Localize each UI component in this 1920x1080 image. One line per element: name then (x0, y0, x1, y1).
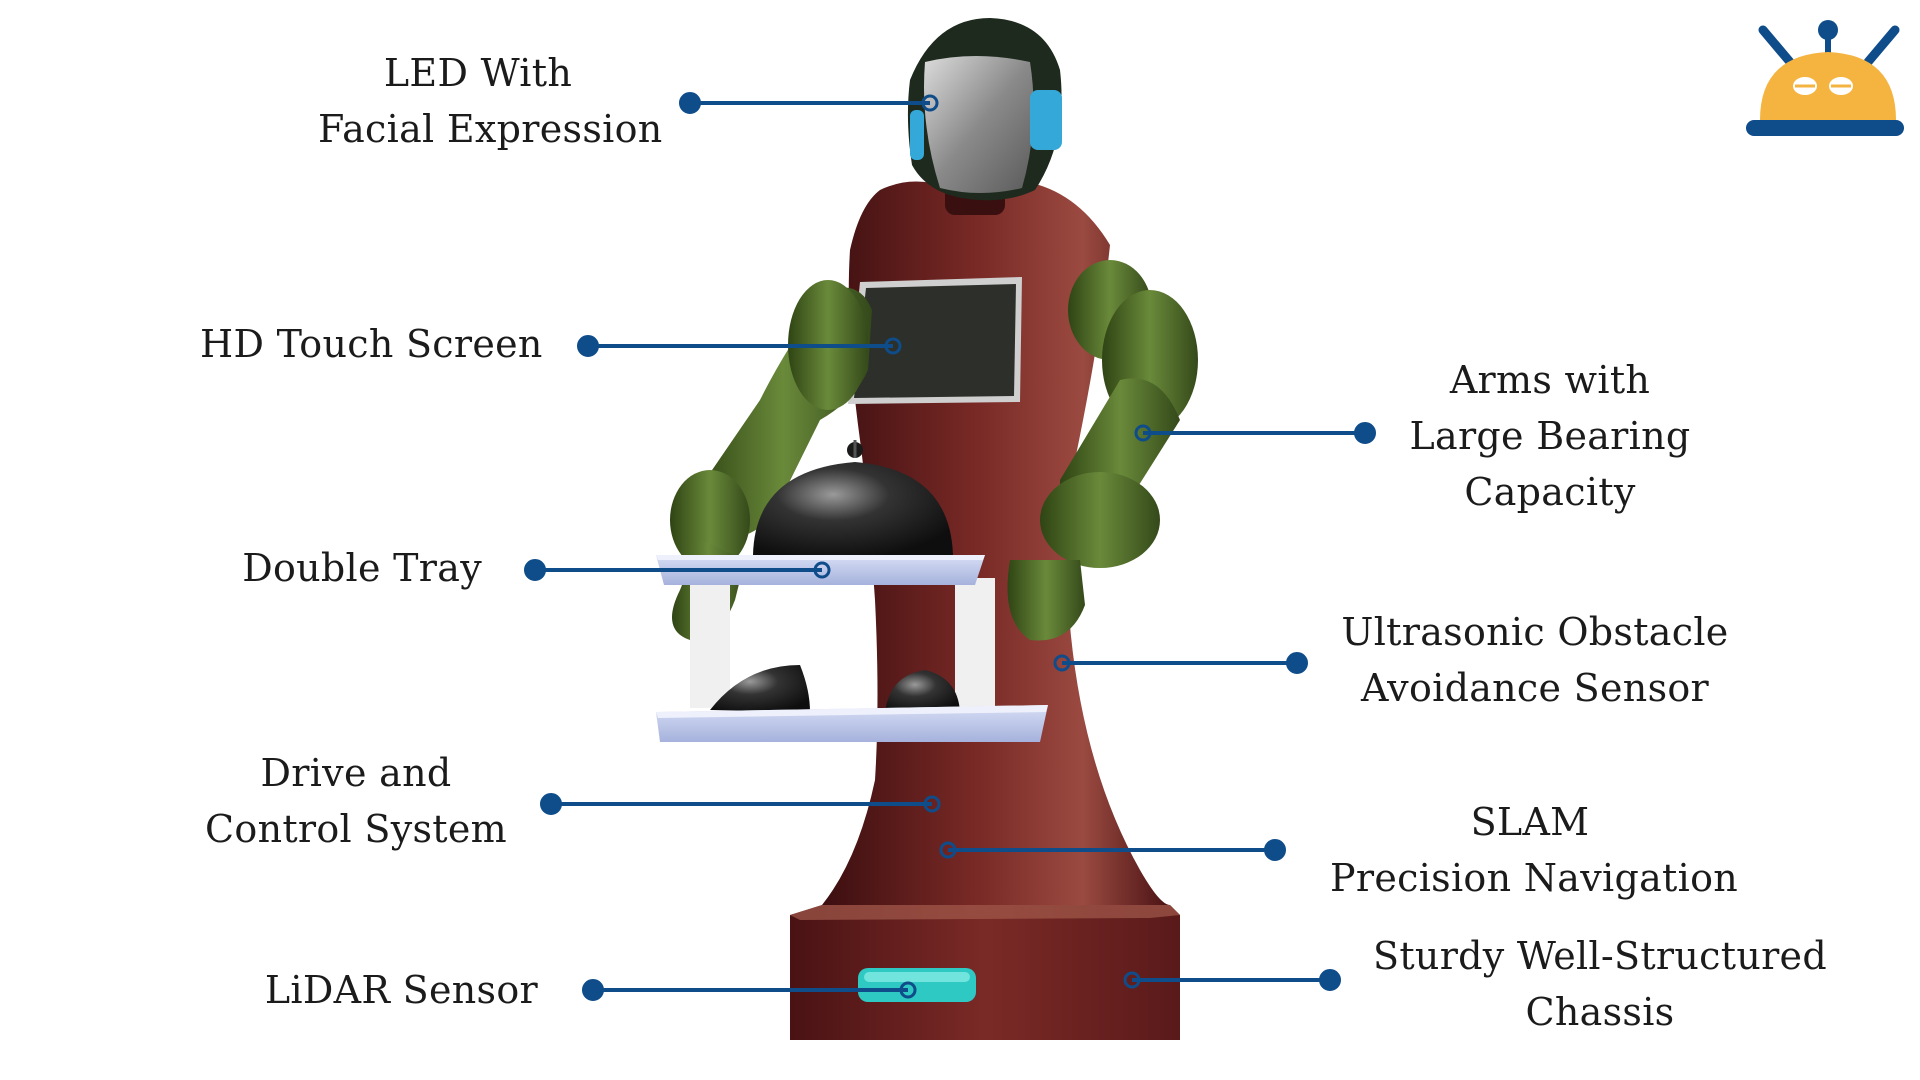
label-line: Facial Expression (318, 107, 663, 151)
label-drive: Drive and Control System (200, 745, 512, 857)
leader-drive (540, 793, 941, 815)
leader-chassis (1123, 969, 1341, 991)
leader-touch (577, 335, 902, 357)
label-line: HD Touch Screen (200, 322, 543, 366)
leader-lines (524, 92, 1376, 1001)
label-line: Double Tray (242, 546, 482, 590)
label-ultra: Ultrasonic Obstacle Avoidance Sensor (1340, 604, 1730, 716)
label-line: Control System (205, 807, 507, 851)
leader-led (679, 92, 939, 114)
label-chassis: Sturdy Well-Structured Chassis (1370, 928, 1830, 1040)
label-line: LED With (383, 51, 573, 95)
right-arm (1007, 260, 1198, 641)
label-line: Chassis (1525, 990, 1675, 1034)
label-line: Ultrasonic Obstacle (1341, 610, 1729, 654)
serving-dome (753, 440, 953, 555)
label-line: LiDAR Sensor (264, 968, 538, 1012)
double-tray (656, 555, 1048, 742)
leader-ultra (1053, 652, 1308, 674)
robot-dome-icon (1746, 20, 1904, 136)
label-slam: SLAM Precision Navigation (1330, 794, 1739, 906)
label-line: Avoidance Sensor (1360, 666, 1710, 710)
leader-arms (1134, 422, 1376, 444)
leader-lidar (582, 979, 917, 1001)
label-arms: Arms with Large Bearing Capacity (1400, 352, 1700, 520)
leader-tray (524, 559, 831, 581)
label-line: Sturdy Well-Structured (1373, 934, 1827, 978)
label-line: Capacity (1464, 470, 1636, 514)
label-tray: Double Tray (200, 540, 482, 596)
chassis (790, 905, 1180, 1040)
label-line: Drive and (260, 751, 452, 795)
label-line: SLAM (1470, 800, 1590, 844)
robot-head (907, 18, 1062, 201)
label-line: Large Bearing (1409, 414, 1691, 458)
label-led: LED With Facial Expression (318, 45, 663, 157)
touch-screen (848, 277, 1022, 404)
label-line: Arms with (1449, 358, 1651, 402)
label-line: Precision Navigation (1330, 856, 1739, 900)
label-touch: HD Touch Screen (200, 316, 543, 372)
leader-slam (939, 839, 1286, 861)
side-light (1030, 90, 1062, 150)
label-lidar: LiDAR Sensor (200, 962, 538, 1018)
